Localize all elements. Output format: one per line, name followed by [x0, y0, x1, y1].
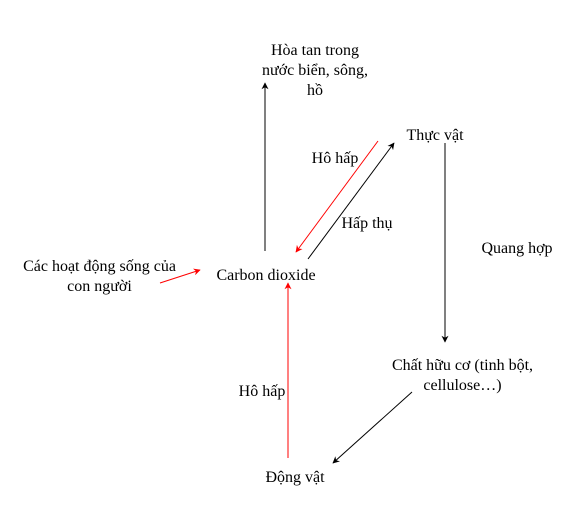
label-hohap-bottom: Hô hấp	[232, 383, 292, 401]
label-hapthu: Hấp thụ	[337, 215, 397, 233]
node-organic: Chất hữu cơ (tinh bột, cellulose…)	[365, 356, 560, 396]
node-human: Các hoạt động sống của con người	[12, 257, 187, 297]
node-co2: Carbon dioxide	[206, 266, 326, 286]
label-hohap-top: Hô hấp	[305, 150, 365, 168]
node-water: Hòa tan trong nước biển, sông, hồ	[255, 41, 375, 101]
node-animals: Động vật	[255, 468, 335, 488]
edge-organic-to-animals	[333, 392, 412, 463]
node-plants: Thực vật	[390, 126, 480, 146]
label-quanghop: Quang hợp	[477, 240, 557, 258]
